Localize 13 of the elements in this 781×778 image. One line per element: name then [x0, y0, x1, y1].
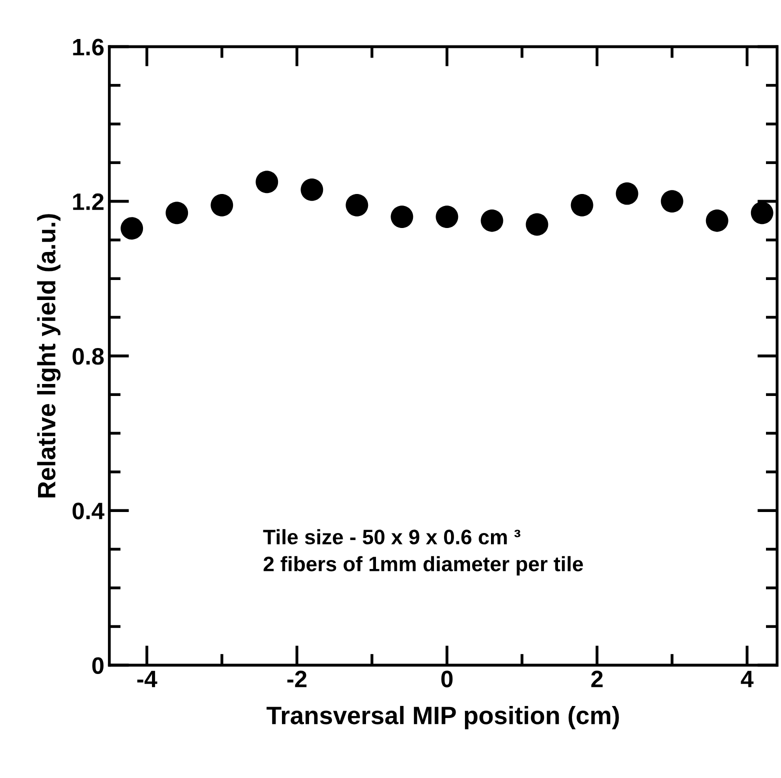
- y-tick-label: 1.6: [73, 38, 104, 56]
- x-tick-label: -2: [287, 670, 306, 688]
- annotation: Tile size - 50 x 9 x 0.6 cm ³ 2 fibers of 1mm diameter per tile: [263, 529, 583, 576]
- y-tick-label: 0.8: [72, 348, 104, 365]
- x-tick-label: 0: [441, 670, 453, 688]
- y-tick-label: 0: [92, 657, 104, 674]
- x-axis-title: Transversal MIP position (cm): [266, 706, 619, 730]
- x-tick-label: 2: [591, 670, 603, 688]
- x-tick-label: 4: [740, 670, 754, 688]
- y-axis-title: Relative light yield (a.u.): [37, 214, 61, 498]
- y-tick-label: 1.2: [73, 193, 104, 210]
- y-tick-label: 0.4: [72, 502, 104, 520]
- x-tick-label: -4: [137, 670, 158, 688]
